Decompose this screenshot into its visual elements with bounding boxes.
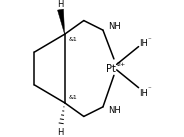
- Text: ⁻: ⁻: [148, 87, 151, 93]
- Text: ⁻: ⁻: [148, 37, 151, 43]
- Text: 2+: 2+: [116, 62, 126, 67]
- Text: H: H: [57, 0, 64, 9]
- Text: IH: IH: [139, 39, 148, 48]
- Polygon shape: [58, 9, 65, 34]
- Text: NH: NH: [108, 22, 121, 31]
- Text: NH: NH: [108, 106, 121, 115]
- Text: Pt: Pt: [106, 64, 116, 73]
- Text: H: H: [57, 128, 64, 137]
- Text: IH: IH: [139, 89, 148, 98]
- Text: &1: &1: [69, 95, 77, 100]
- Text: &1: &1: [69, 37, 77, 42]
